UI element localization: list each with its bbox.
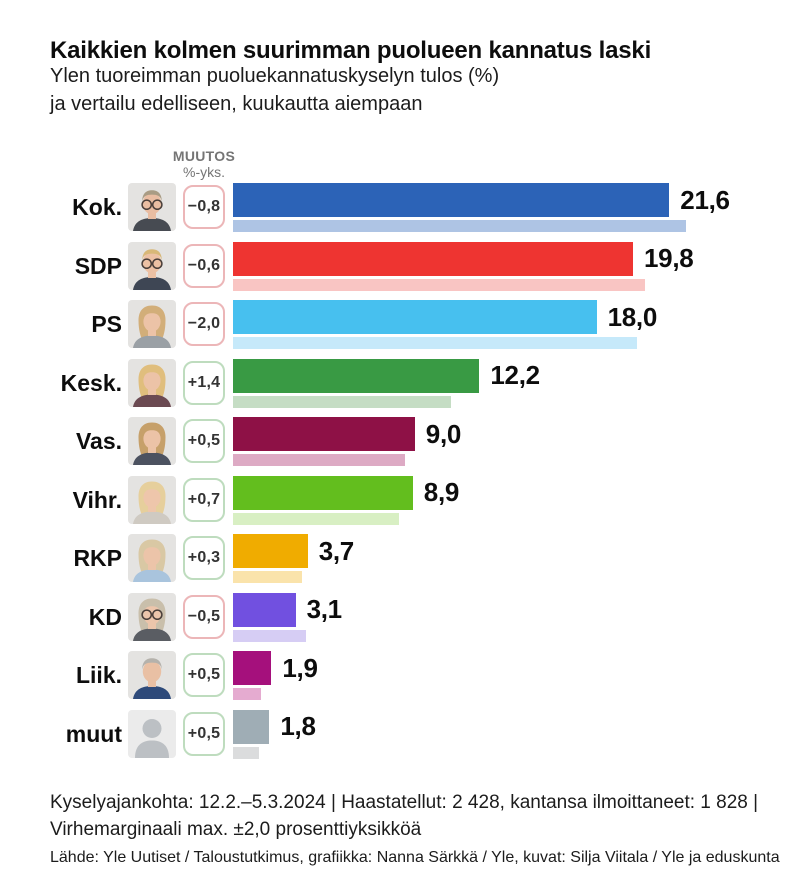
party-label: muut [65, 720, 122, 747]
value-label: 8,9 [423, 477, 460, 507]
current-support-bar [233, 358, 480, 393]
bar-group [233, 358, 480, 408]
page-subtitle: Ylen tuoreimman puoluekannatuskyselyn tu… [50, 62, 499, 118]
change-badge: −0,6 [183, 243, 225, 288]
party-leader-photo [128, 300, 176, 348]
party-row: PS −2,0 18,0 [50, 300, 780, 358]
change-badge: −0,8 [183, 185, 225, 229]
change-column-header-line2: %-yks. [183, 164, 225, 180]
party-label: Kok. [72, 194, 122, 220]
party-row: KD −0,5 3,1 [50, 592, 780, 651]
current-support-bar [233, 475, 413, 510]
current-support-bar [233, 534, 308, 568]
party-leader-photo [128, 241, 176, 290]
previous-support-bar [233, 454, 405, 466]
party-row: SDP −0,6 19,8 [50, 241, 780, 300]
current-support-bar [233, 417, 415, 451]
page-title: Kaikkien kolmen suurimman puolueen kanna… [50, 37, 652, 65]
subtitle-line-1: Ylen tuoreimman puoluekannatuskyselyn tu… [50, 65, 500, 87]
current-support-bar [233, 300, 597, 334]
party-label: KD [88, 603, 122, 630]
bar-group [233, 709, 270, 759]
change-badge: −2,0 [183, 302, 225, 346]
bar-group [233, 534, 308, 583]
footnote-line-2: Virhemarginaali max. ±2,0 prosenttiyksik… [50, 819, 422, 840]
party-leader-photo [128, 417, 176, 465]
footnote-line-1: Kyselyajankohta: 12.2.–5.3.2024 | Haasta… [50, 792, 759, 813]
change-column-header-line1: MUUTOS [172, 148, 236, 164]
value-label: 21,6 [680, 184, 730, 215]
party-label: Liik. [75, 662, 122, 688]
bar-chart: MUUTOS %-yks. Kok. −0,8 21,6 SDP [50, 148, 780, 773]
change-badge: −0,5 [183, 594, 225, 639]
party-label: PS [91, 311, 122, 337]
party-label: Vihr. [72, 486, 122, 513]
bar-group [233, 241, 646, 291]
source-credit: Lähde: Yle Uutiset / Taloustutkimus, gra… [50, 849, 780, 866]
party-leader-photo [128, 709, 176, 758]
current-support-bar [233, 709, 270, 744]
change-badge: +0,5 [183, 419, 225, 463]
change-badge: +0,3 [183, 536, 225, 580]
bar-group [233, 417, 415, 466]
value-label: 18,0 [607, 301, 658, 332]
party-row: Kok. −0,8 21,6 [50, 183, 780, 241]
party-leader-photo [128, 592, 176, 641]
party-label: RKP [73, 545, 122, 571]
bar-group [233, 651, 272, 700]
current-support-bar [233, 241, 633, 276]
value-label: 9,0 [425, 418, 462, 449]
current-support-bar [233, 651, 272, 685]
change-badge: +0,7 [183, 477, 225, 522]
party-leader-photo [128, 358, 176, 407]
party-row: Vihr. +0,7 8,9 [50, 475, 780, 534]
bar-group [233, 475, 413, 525]
party-row: RKP +0,3 3,7 [50, 534, 780, 592]
previous-support-bar [233, 395, 452, 408]
party-leader-photo [128, 183, 176, 231]
party-row: Vas. +0,5 9,0 [50, 417, 780, 475]
party-row: Liik. +0,5 1,9 [50, 651, 780, 709]
previous-support-bar [233, 571, 302, 583]
value-label: 12,2 [490, 360, 540, 390]
value-label: 3,7 [318, 535, 355, 566]
party-row: Kesk. +1,4 12,2 [50, 358, 780, 417]
party-label: SDP [74, 252, 122, 279]
change-badge: +0,5 [183, 711, 225, 756]
party-label: Kesk. [60, 369, 122, 396]
bar-group [233, 183, 686, 232]
previous-support-bar [233, 688, 262, 700]
change-column-header: MUUTOS %-yks. [154, 148, 254, 180]
change-badge: +0,5 [183, 653, 225, 697]
previous-support-bar [233, 278, 646, 291]
previous-support-bar [233, 337, 637, 349]
previous-support-bar [233, 629, 306, 642]
subtitle-line-2: ja vertailu edelliseen, kuukautta aiempa… [50, 93, 423, 115]
current-support-bar [233, 183, 670, 217]
value-label: 1,9 [282, 652, 318, 683]
current-support-bar [233, 592, 296, 627]
previous-support-bar [233, 220, 686, 232]
bar-group [233, 300, 637, 349]
party-leader-photo [128, 651, 176, 699]
party-row: muut +0,5 1,8 [50, 709, 780, 768]
party-leader-photo [128, 475, 176, 524]
party-leader-photo [128, 534, 176, 582]
bar-group [233, 592, 306, 642]
party-label: Vas. [75, 428, 122, 454]
value-label: 19,8 [644, 243, 694, 273]
previous-support-bar [233, 746, 260, 759]
change-badge: +1,4 [183, 360, 225, 405]
value-label: 1,8 [280, 711, 316, 741]
value-label: 3,1 [306, 594, 343, 624]
previous-support-bar [233, 512, 399, 525]
survey-footnote: Kyselyajankohta: 12.2.–5.3.2024 | Haasta… [50, 789, 758, 843]
